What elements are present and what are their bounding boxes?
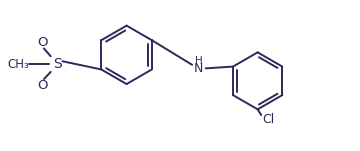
Text: CH₃: CH₃	[7, 58, 29, 71]
Text: O: O	[37, 35, 48, 48]
Text: N: N	[194, 62, 203, 75]
Text: S: S	[53, 57, 62, 71]
Text: Cl: Cl	[262, 113, 274, 126]
Text: H: H	[195, 56, 202, 66]
Text: O: O	[37, 79, 48, 92]
